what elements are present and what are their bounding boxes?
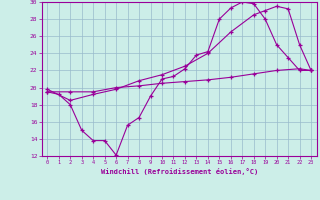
X-axis label: Windchill (Refroidissement éolien,°C): Windchill (Refroidissement éolien,°C) — [100, 168, 258, 175]
